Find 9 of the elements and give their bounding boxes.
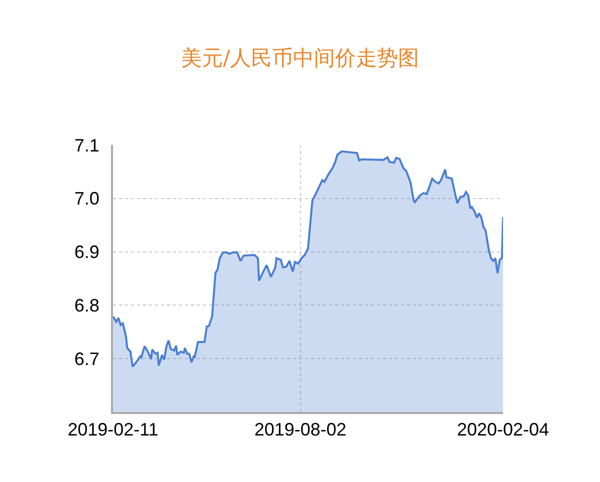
chart-title: 美元/人民币中间价走势图 — [180, 46, 420, 70]
y-tick-label: 6.7 — [74, 348, 100, 369]
x-tick-label: 2020-02-04 — [456, 420, 550, 440]
y-tick-label: 6.8 — [74, 296, 100, 316]
x-tick-label: 2019-08-02 — [254, 420, 346, 440]
y-tick-label: 6.9 — [74, 242, 100, 262]
x-tick-label: 2019-02-11 — [68, 420, 158, 440]
y-tick-label: 7.0 — [74, 188, 100, 209]
y-tick-label: 7.1 — [74, 135, 100, 156]
